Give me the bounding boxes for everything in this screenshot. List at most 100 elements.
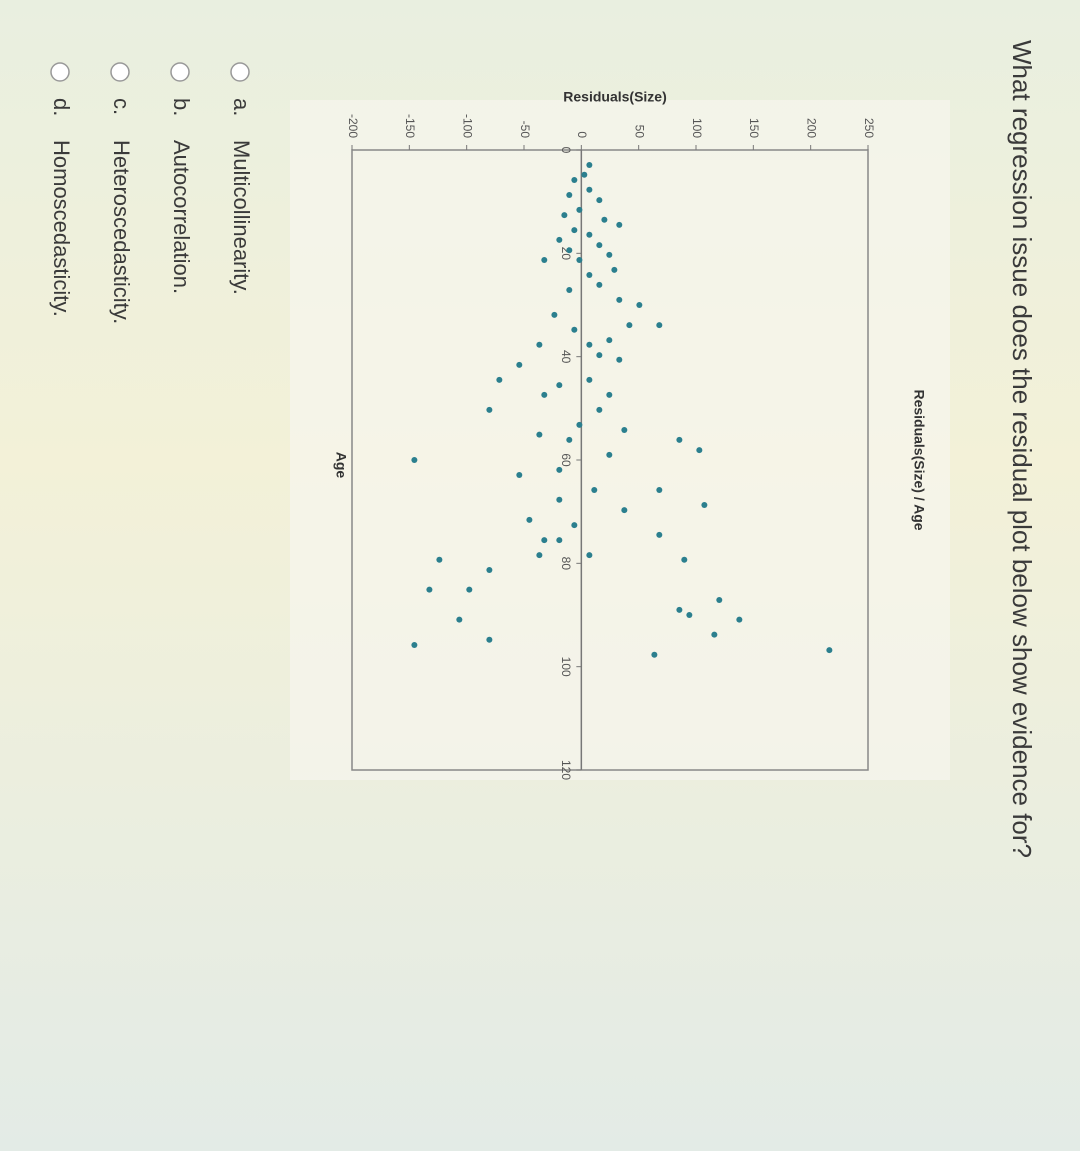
question: What regression issue does the residual …: [1007, 40, 1037, 858]
radio-button[interactable]: [170, 62, 190, 82]
y-tick-label: -50: [518, 121, 532, 139]
point: [716, 597, 723, 604]
option-letter[interactable]: b.: [169, 98, 194, 116]
point: [556, 466, 563, 473]
point: [616, 296, 623, 303]
radio-button[interactable]: [110, 62, 130, 82]
point: [596, 352, 603, 359]
point: [466, 586, 473, 593]
point: [676, 436, 683, 443]
point: [571, 176, 578, 183]
point: [596, 281, 603, 288]
point: [636, 302, 643, 308]
point: [701, 501, 708, 508]
point: [536, 341, 543, 348]
point: [606, 391, 613, 398]
point: [571, 227, 578, 234]
point: [541, 257, 548, 264]
point: [686, 612, 693, 618]
radio-button[interactable]: [50, 62, 70, 82]
x-tick-label: 100: [559, 657, 573, 677]
point: [586, 272, 593, 279]
x-axis-title: Age: [333, 452, 349, 479]
x-tick-label: 40: [559, 350, 573, 364]
point: [456, 616, 463, 623]
point: [561, 212, 568, 219]
option-letter[interactable]: d.: [49, 98, 74, 116]
point: [626, 322, 633, 329]
point: [486, 567, 493, 574]
chart-panel: [290, 100, 950, 780]
point: [556, 236, 563, 243]
chart-title: Residuals(Size) / Age: [911, 389, 927, 530]
point: [656, 322, 663, 329]
point: [536, 552, 543, 559]
point: [656, 486, 663, 493]
point: [556, 382, 563, 389]
point: [541, 537, 548, 544]
y-tick-label: 150: [747, 118, 761, 138]
point: [551, 311, 558, 318]
point: [566, 247, 573, 254]
option-text[interactable]: Autocorrelation.: [169, 140, 194, 294]
point: [576, 257, 583, 264]
point: [411, 457, 418, 463]
point: [736, 616, 743, 623]
option-letter[interactable]: c.: [109, 98, 134, 115]
point: [826, 647, 833, 654]
point: [581, 171, 588, 178]
point: [586, 552, 593, 559]
point: [426, 586, 433, 593]
point: [516, 471, 523, 478]
point: [496, 376, 503, 383]
point: [586, 161, 593, 168]
option-text[interactable]: Heteroscedasticity.: [109, 140, 134, 324]
y-tick-label: -150: [403, 114, 417, 138]
option-letter[interactable]: a.: [229, 98, 254, 116]
point: [586, 186, 593, 193]
point: [556, 496, 563, 503]
point: [576, 421, 583, 428]
point: [696, 447, 703, 454]
y-tick-label: 250: [862, 118, 876, 138]
x-tick-label: 80: [559, 557, 573, 571]
option-text[interactable]: Multicollinearity.: [229, 140, 254, 295]
point: [591, 486, 598, 493]
point: [436, 556, 443, 563]
point: [566, 436, 573, 443]
point: [586, 231, 593, 238]
point: [586, 376, 593, 383]
point: [486, 636, 493, 643]
point: [541, 391, 548, 398]
point: [576, 206, 583, 213]
radio-button[interactable]: [230, 62, 250, 82]
point: [596, 242, 603, 249]
point: [596, 197, 603, 204]
point: [611, 266, 618, 273]
y-tick-label: 100: [690, 118, 704, 138]
plot-border: [351, 149, 869, 771]
y-tick-label: 0: [575, 131, 589, 138]
point: [616, 356, 623, 363]
point: [596, 406, 603, 413]
point: [601, 216, 608, 223]
y-tick-label: 50: [632, 125, 646, 139]
y-axis-title: Residuals(Size): [563, 89, 666, 105]
point: [526, 516, 533, 523]
point: [616, 221, 623, 228]
point: [621, 427, 628, 434]
point: [651, 651, 658, 658]
point: [681, 556, 688, 563]
point: [486, 406, 493, 413]
point: [516, 361, 523, 368]
y-tick-label: -100: [460, 114, 474, 138]
x-tick-label: 0: [559, 147, 573, 154]
point: [586, 341, 593, 348]
option-text[interactable]: Homoscedasticity.: [49, 140, 74, 317]
x-tick-label: 120: [559, 760, 573, 780]
point: [566, 191, 573, 198]
point: [566, 287, 573, 294]
